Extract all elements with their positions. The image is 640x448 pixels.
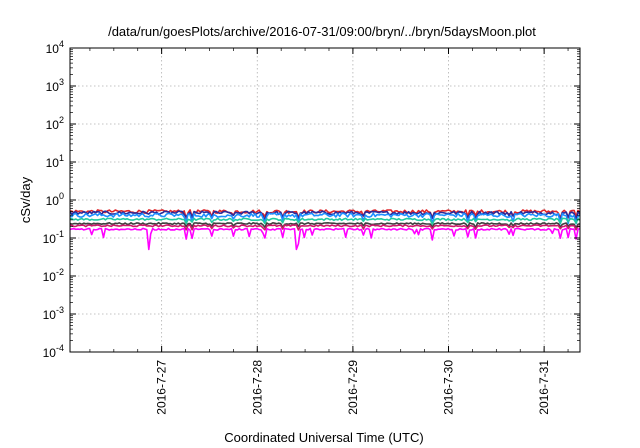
series-line — [69, 224, 581, 231]
series-line — [69, 212, 581, 225]
x-tick-label: 2016-7-29 — [346, 360, 360, 415]
x-axis-label: Coordinated Universal Time (UTC) — [224, 430, 423, 445]
series-line — [69, 210, 581, 221]
y-tick-label: 10-2 — [43, 267, 64, 284]
series-line — [69, 227, 581, 251]
grid — [70, 48, 580, 352]
series-line — [69, 217, 581, 225]
y-axis-label: cSv/day — [18, 176, 33, 223]
x-tick-label: 2016-7-30 — [442, 360, 456, 415]
y-ticks: 10-4 10-3 10-2 10-1 100 101 102 103 104 — [43, 39, 580, 360]
y-tick-label: 102 — [46, 115, 64, 132]
y-tick-label: 103 — [46, 77, 64, 94]
series-group — [69, 209, 581, 251]
y-tick-label: 10-3 — [43, 305, 64, 322]
y-tick-label: 10-4 — [43, 343, 64, 360]
x-tick-label: 2016-7-28 — [250, 360, 264, 415]
x-tick-label: 2016-7-27 — [155, 360, 169, 415]
x-tick-label: 2016-7-31 — [537, 360, 551, 415]
y-tick-label: 104 — [46, 39, 64, 56]
y-tick-label: 100 — [46, 191, 64, 208]
y-tick-label: 10-1 — [43, 229, 64, 246]
series-line — [69, 221, 581, 229]
y-tick-label: 101 — [46, 153, 64, 170]
x-ticks: 2016-7-27 2016-7-28 2016-7-29 2016-7-30 2016… — [89, 48, 569, 415]
chart-title: /data/run/goesPlots/archive/2016-07-31/0… — [108, 24, 536, 39]
